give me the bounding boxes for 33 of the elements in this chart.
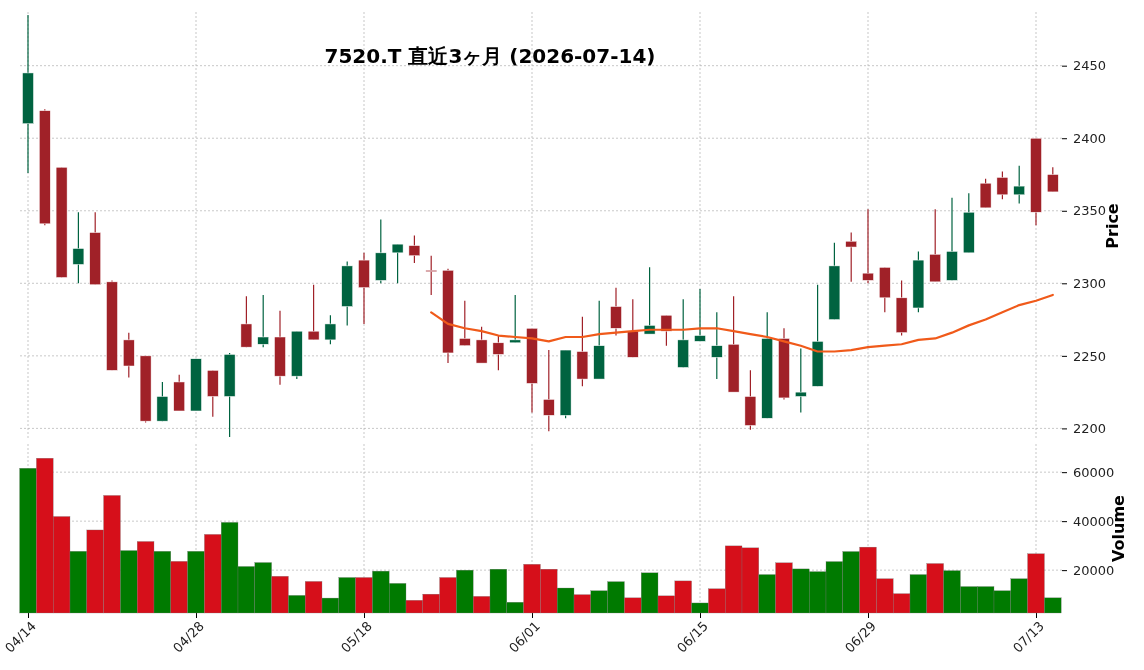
candlestick xyxy=(845,231,857,283)
candlestick xyxy=(240,295,253,348)
candlestick xyxy=(492,334,505,371)
candlestick xyxy=(610,287,622,337)
y-tick-label: 60000 xyxy=(1073,464,1115,480)
y-tick-label: 2400 xyxy=(1073,130,1107,146)
line-series xyxy=(430,293,1054,353)
candlestick xyxy=(996,170,1009,200)
candlestick xyxy=(509,294,521,344)
candlestick xyxy=(72,211,85,284)
candlestick xyxy=(324,314,337,345)
candlestick xyxy=(391,243,404,284)
candlestick xyxy=(694,288,706,342)
y-tick-label: 40000 xyxy=(1073,513,1115,529)
candlestick xyxy=(257,294,269,348)
candlestick xyxy=(475,326,488,364)
candlestick xyxy=(307,284,320,341)
y-tick-label: 2200 xyxy=(1073,421,1107,437)
y-tick-label: 2350 xyxy=(1073,203,1107,219)
y-tick-label: 2450 xyxy=(1073,58,1107,74)
y-tick-label: 2250 xyxy=(1073,348,1107,364)
candlestick xyxy=(711,311,723,380)
candlestick xyxy=(862,208,874,284)
candlestick xyxy=(425,255,437,296)
candlestick xyxy=(795,348,807,414)
candlestick xyxy=(1013,165,1025,205)
candlestick xyxy=(459,300,471,347)
candlestick xyxy=(408,234,421,264)
candlestick xyxy=(543,349,555,432)
candlestick xyxy=(1047,166,1059,193)
text: 7520.T 直近3ヶ月 (2026-07-14) xyxy=(324,44,656,68)
y-tick-label: 20000 xyxy=(1073,562,1115,578)
y-tick-label: 2300 xyxy=(1073,275,1107,291)
